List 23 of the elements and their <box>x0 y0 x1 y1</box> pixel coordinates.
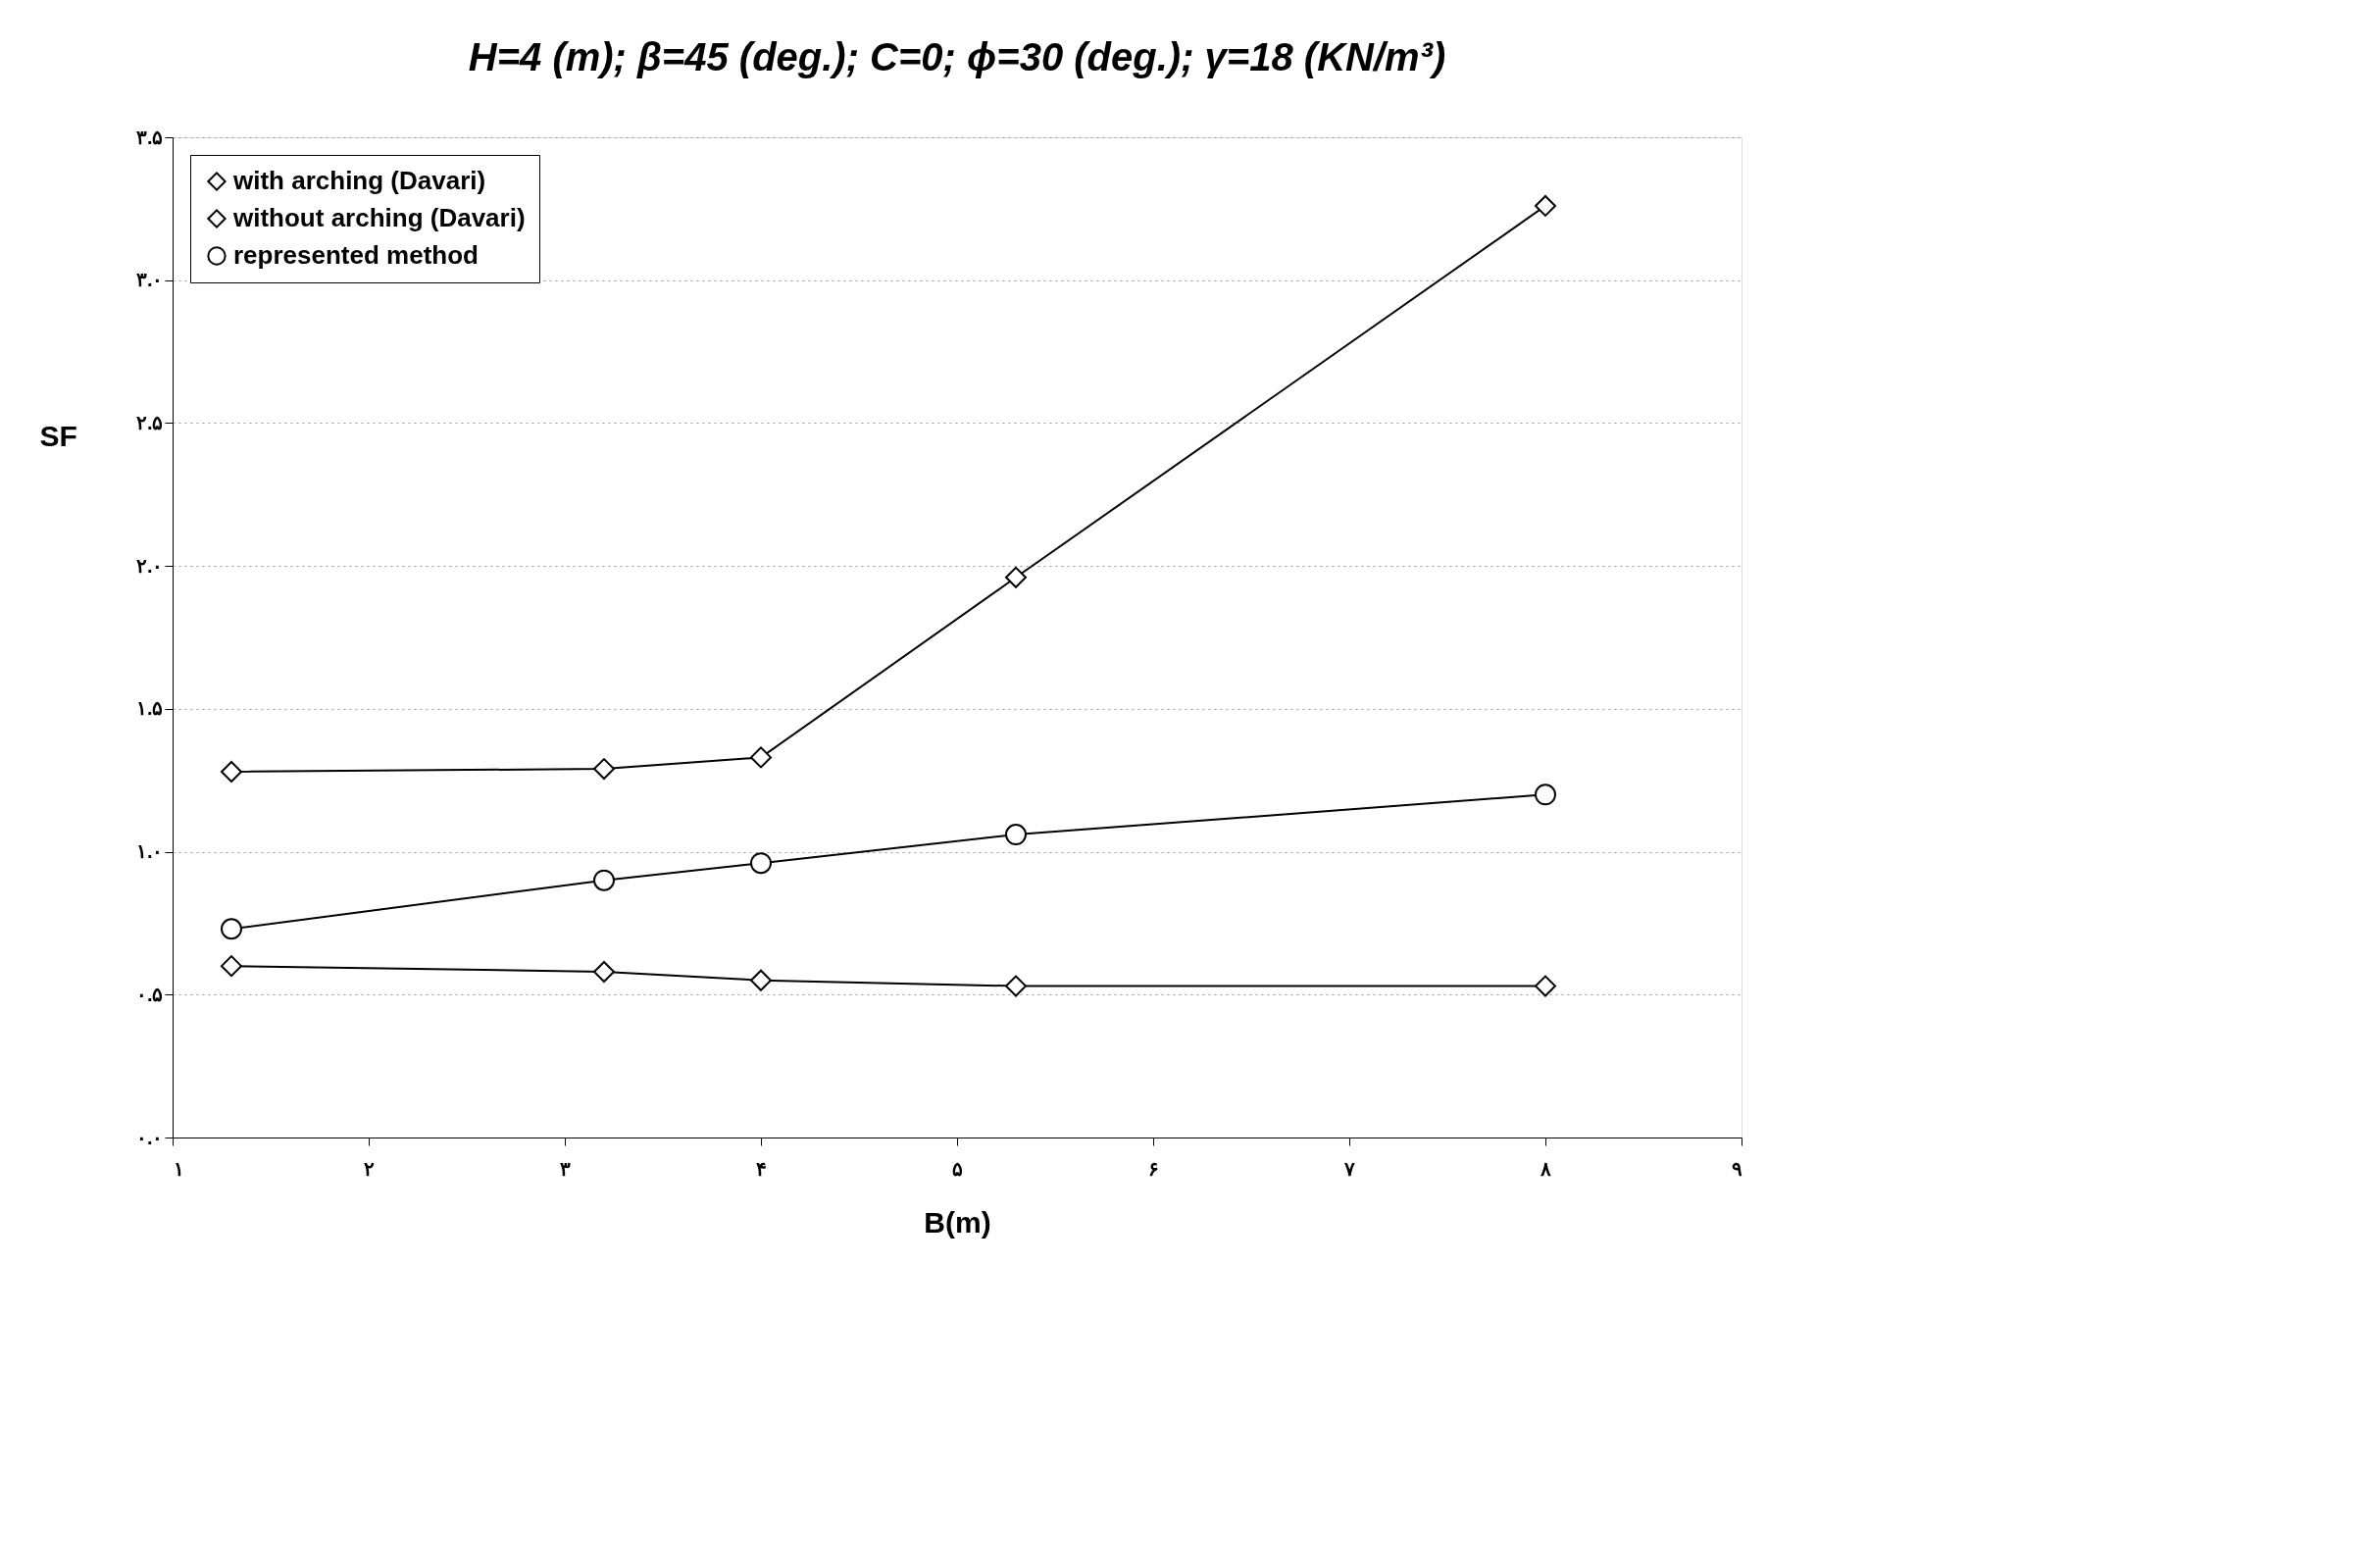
x-axis-title: B(m) <box>924 1205 991 1239</box>
legend-label: with arching (Davari) <box>232 166 486 195</box>
y-tick-label: ۰.۰ <box>135 1126 164 1148</box>
y-tick-label: ۱.۵ <box>135 697 164 720</box>
legend-label: represented method <box>233 240 479 270</box>
y-tick-label: ۲.۵ <box>135 411 164 433</box>
x-tick-label: ۵ <box>952 1157 963 1180</box>
chart-title: H=4 (m); β=45 (deg.); C=0; ϕ=30 (deg.); γ=18 (KN/m³) <box>468 35 1446 78</box>
y-tick-label: ۱.۰ <box>135 840 164 863</box>
x-tick-label: ۸ <box>1540 1157 1551 1180</box>
x-tick-label: ۹ <box>1731 1157 1742 1180</box>
x-tick-label: ۳ <box>560 1157 571 1180</box>
y-tick-label: ۰.۵ <box>135 983 164 1005</box>
y-tick-label: ۳.۵ <box>135 126 164 148</box>
y-axis-title: SF <box>39 419 77 452</box>
x-tick-label: ۲ <box>364 1157 375 1180</box>
y-tick-label: ۳.۰ <box>135 269 164 291</box>
x-tick-label: ۴ <box>756 1157 767 1180</box>
x-tick-label: ۷ <box>1343 1157 1355 1180</box>
x-tick-label: ۶ <box>1148 1157 1159 1180</box>
x-tick-label: ۱ <box>173 1157 184 1180</box>
legend-label: without arching (Davari) <box>232 203 526 232</box>
y-tick-label: ۲.۰ <box>135 554 164 577</box>
